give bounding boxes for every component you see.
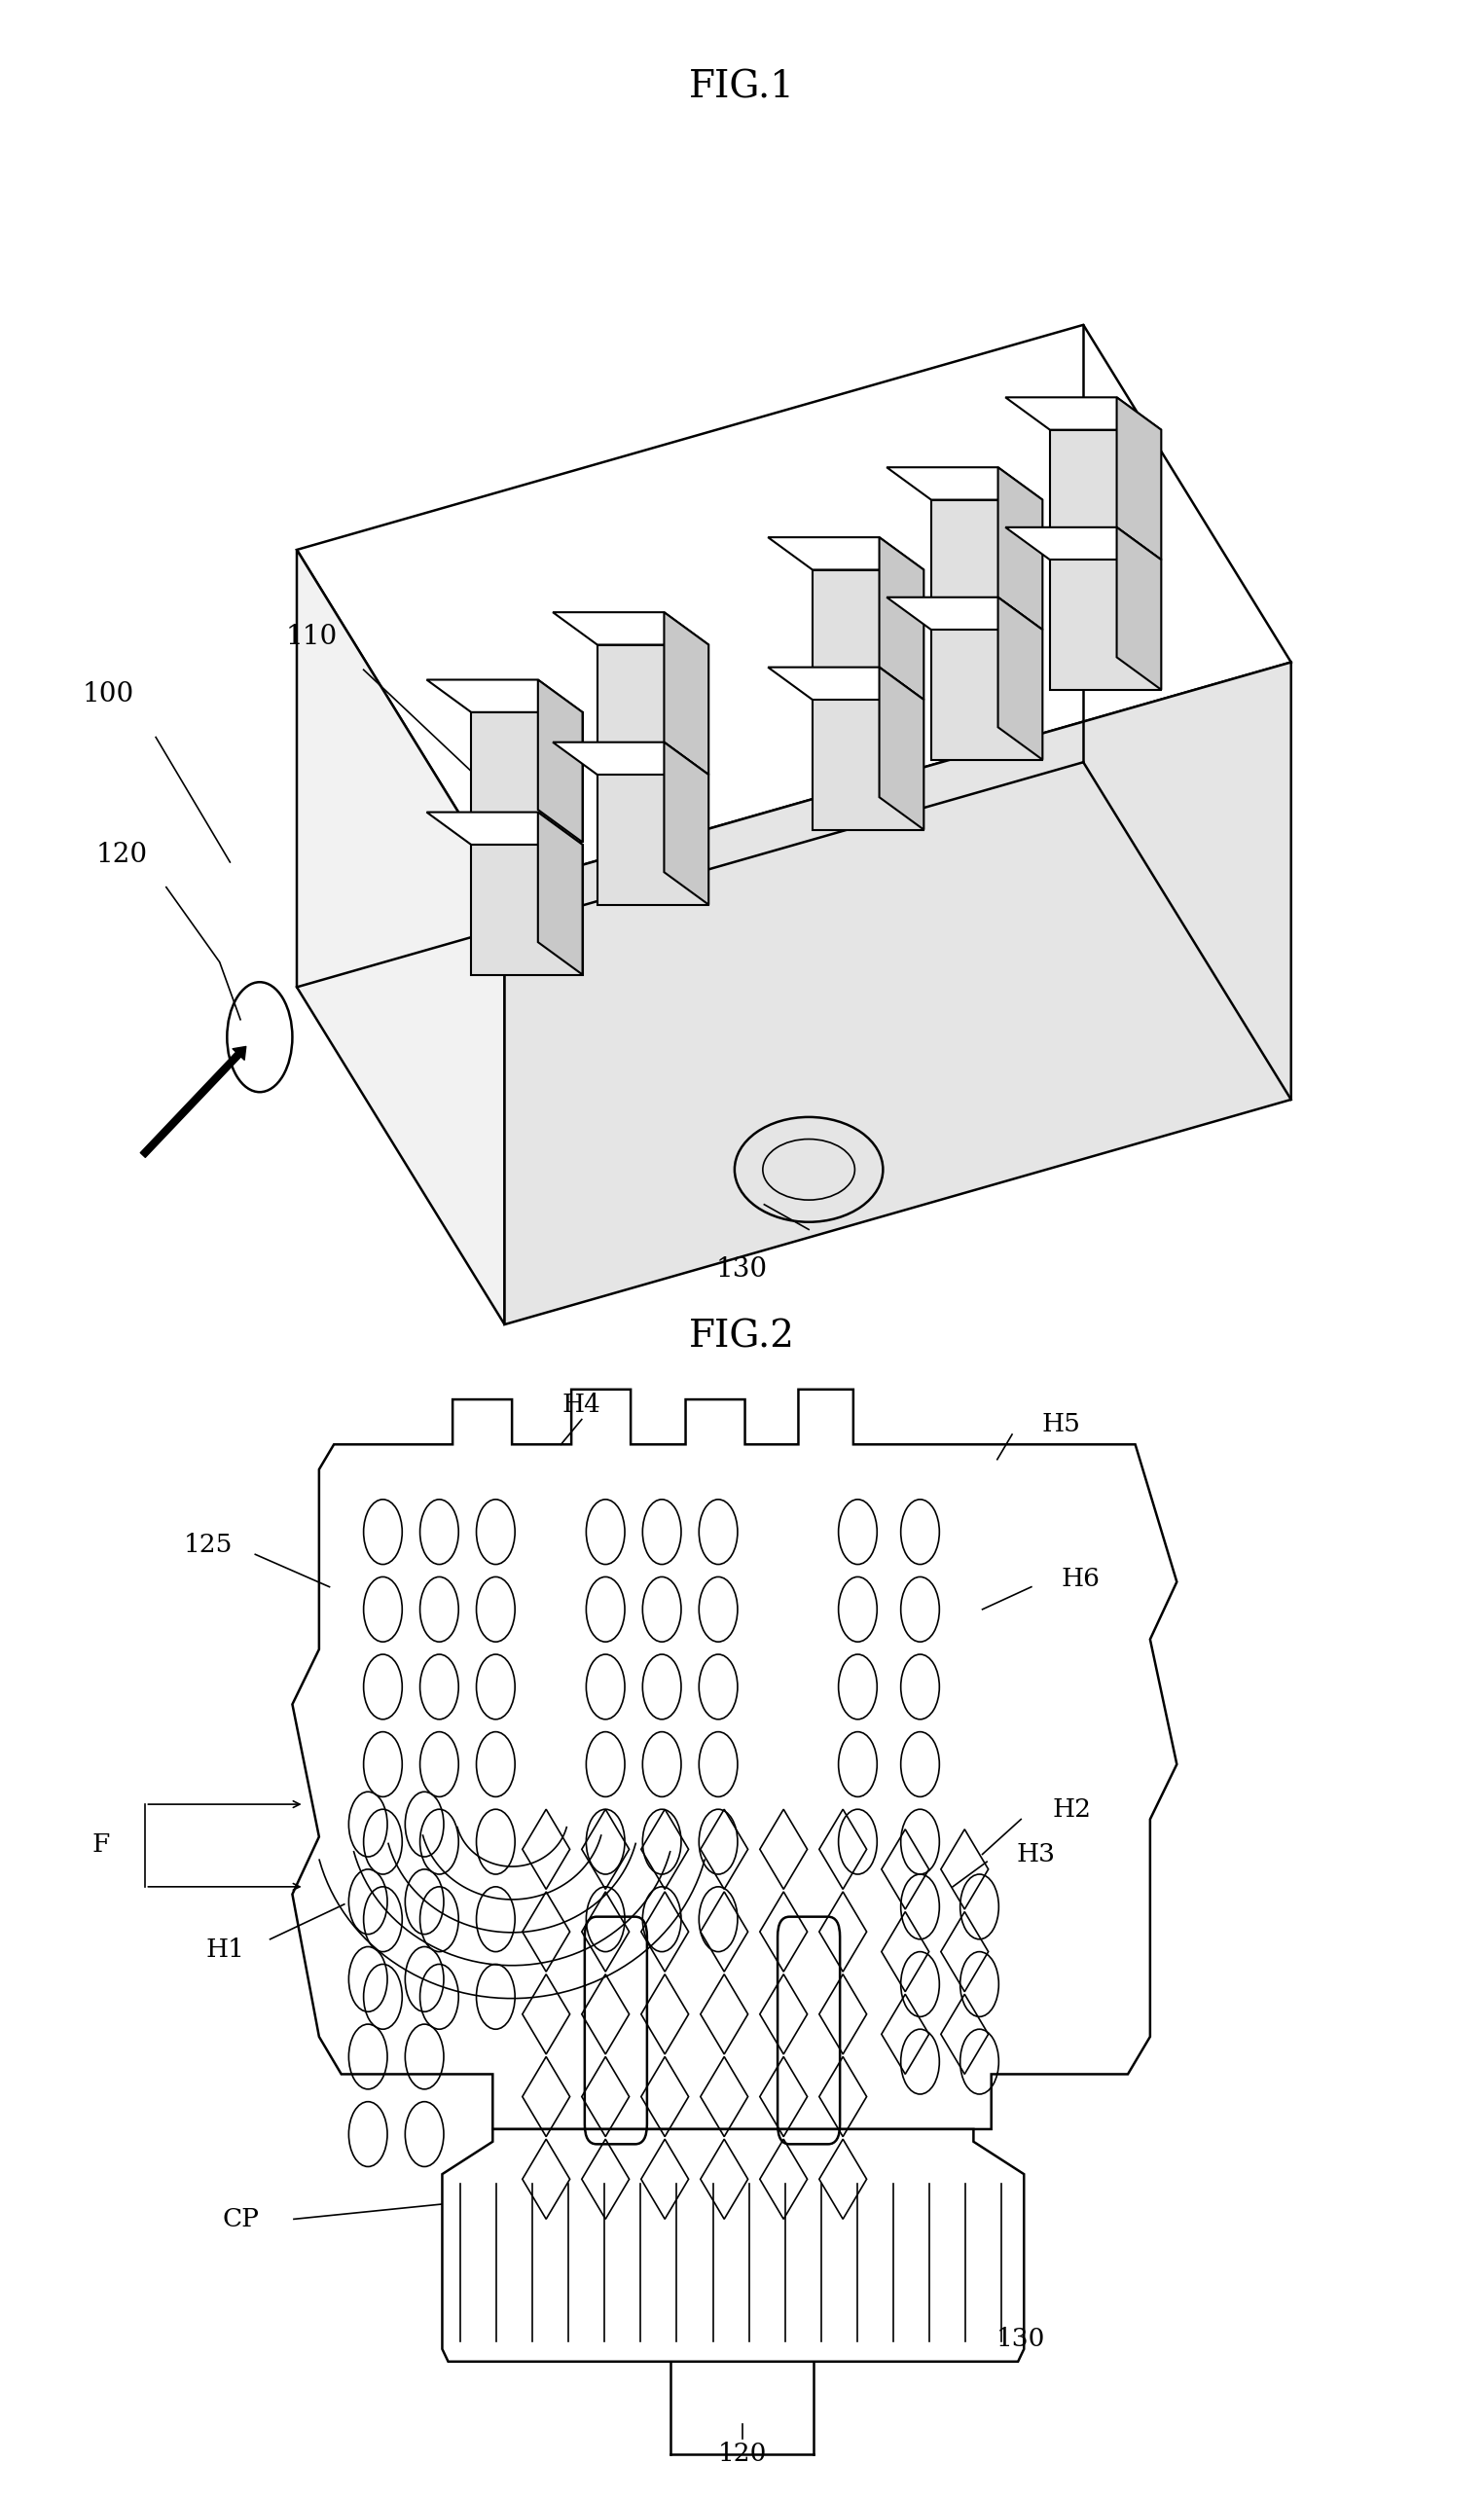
- Polygon shape: [537, 680, 582, 842]
- Text: 140: 140: [1085, 457, 1135, 482]
- Text: 100: 100: [83, 682, 134, 707]
- Polygon shape: [1051, 560, 1160, 690]
- Polygon shape: [879, 537, 923, 700]
- Text: 120: 120: [717, 2442, 767, 2467]
- Polygon shape: [887, 597, 1042, 630]
- Polygon shape: [769, 667, 923, 700]
- Polygon shape: [537, 812, 582, 975]
- Polygon shape: [665, 742, 709, 905]
- Text: FIG.1: FIG.1: [689, 70, 795, 105]
- Text: 130: 130: [996, 2327, 1046, 2352]
- Polygon shape: [932, 500, 1042, 630]
- Polygon shape: [597, 775, 709, 905]
- Polygon shape: [427, 680, 582, 712]
- Text: F: F: [92, 1832, 110, 1857]
- Polygon shape: [1006, 527, 1160, 560]
- Polygon shape: [813, 570, 923, 700]
- Text: H6: H6: [1061, 1567, 1100, 1592]
- Polygon shape: [442, 2129, 1024, 2362]
- Polygon shape: [554, 612, 709, 645]
- Polygon shape: [427, 812, 582, 845]
- Text: H4: H4: [562, 1392, 601, 1417]
- Text: 130: 130: [717, 1257, 767, 1282]
- Polygon shape: [472, 845, 582, 975]
- Polygon shape: [997, 597, 1042, 760]
- Polygon shape: [1116, 527, 1160, 690]
- Polygon shape: [292, 1389, 1177, 2129]
- FancyArrowPatch shape: [141, 1047, 246, 1157]
- Text: 110: 110: [286, 625, 337, 650]
- Polygon shape: [1116, 397, 1160, 560]
- Text: FIG.2: FIG.2: [689, 1319, 795, 1354]
- Polygon shape: [472, 712, 582, 842]
- Text: CP: CP: [223, 2207, 258, 2232]
- Text: H1: H1: [206, 1937, 245, 1962]
- Polygon shape: [297, 325, 1291, 887]
- Polygon shape: [997, 467, 1042, 630]
- Polygon shape: [1051, 430, 1160, 560]
- Polygon shape: [554, 742, 709, 775]
- Text: H2: H2: [1052, 1797, 1091, 1822]
- Polygon shape: [887, 467, 1042, 500]
- Polygon shape: [297, 550, 505, 1324]
- Polygon shape: [597, 645, 709, 775]
- Polygon shape: [932, 630, 1042, 760]
- Polygon shape: [769, 537, 923, 570]
- Polygon shape: [1006, 397, 1160, 430]
- Polygon shape: [505, 662, 1291, 1324]
- Text: H3: H3: [1017, 1842, 1055, 1867]
- Polygon shape: [879, 667, 923, 830]
- Text: 125: 125: [183, 1532, 233, 1557]
- Polygon shape: [665, 612, 709, 775]
- Text: H5: H5: [1042, 1412, 1080, 1437]
- Polygon shape: [813, 700, 923, 830]
- Text: 120: 120: [96, 842, 147, 867]
